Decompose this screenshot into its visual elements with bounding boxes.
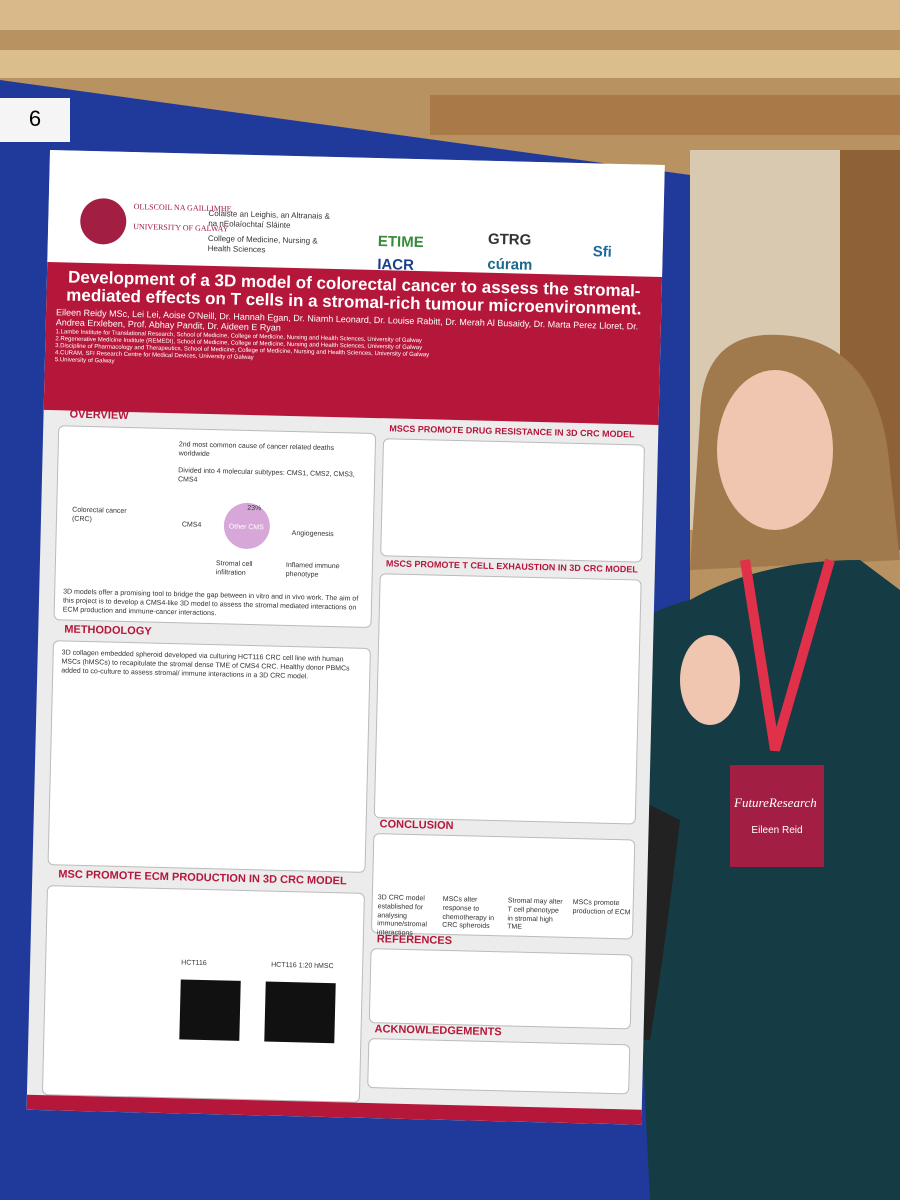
logo: Sfi: [592, 243, 613, 261]
college-irish: Coláiste an Leighis, an Altranais & na n…: [208, 208, 330, 230]
overview-item: 23%: [247, 504, 262, 513]
dress: [580, 560, 900, 1200]
logo: ETIME: [377, 233, 424, 252]
overview-item: Inflamed immune phenotype: [285, 561, 340, 579]
conclusion-item: Stromal may alter T cell phenotype in st…: [507, 897, 563, 932]
section-heading: METHODOLOGY: [64, 623, 152, 638]
crest: [80, 198, 127, 245]
image-label: HCT116: [181, 959, 207, 968]
tcell-section: MSCS PROMOTE T CELL EXHAUSTION IN 3D CRC…: [373, 558, 642, 825]
micrograph: [264, 981, 336, 1044]
acknowledgements: ACKNOWLEDGEMENTS: [367, 1023, 631, 1095]
section-heading: REFERENCES: [376, 933, 453, 948]
wood-shelf: [430, 95, 900, 135]
conclusion-item: MSCs promote production of ECM: [572, 898, 631, 917]
poster: OLLSCOIL NA GAILLIMHE UNIVERSITY OF GALW…: [26, 150, 665, 1125]
badge-name: Eileen Reid: [751, 825, 803, 836]
drug-section: MSCS PROMOTE DRUG RESISTANCE IN 3D CRC M…: [380, 423, 645, 563]
references: REFERENCES: [368, 933, 633, 1030]
title-band: Development of a 3D model of colorectal …: [43, 261, 663, 425]
wood-slat: [0, 50, 900, 78]
methodology: METHODOLOGY 3D collagen embedded spheroi…: [47, 623, 371, 873]
section-heading: MSCS PROMOTE DRUG RESISTANCE IN 3D CRC M…: [389, 423, 635, 440]
face: [717, 370, 833, 530]
hand: [680, 635, 740, 725]
lanyard: [740, 558, 835, 752]
crest-circle: [80, 198, 127, 245]
overview-item: Colorectal cancer (CRC): [71, 506, 127, 523]
pie: [223, 502, 270, 549]
section-heading: OVERVIEW: [69, 408, 129, 422]
section-heading: ACKNOWLEDGEMENTS: [374, 1023, 502, 1039]
micrograph: [179, 979, 241, 1041]
board-number: 6: [28, 106, 42, 131]
badge: [730, 765, 824, 867]
poster-header: OLLSCOIL NA GAILLIMHE UNIVERSITY OF GALW…: [47, 150, 665, 277]
image-label: HCT116 1:20 hMSC: [271, 961, 334, 971]
wood-slat: [0, 0, 900, 30]
cms-pie: [223, 502, 270, 549]
conclusion-item: MSCs alter response to chemotherapy in C…: [442, 895, 495, 931]
badge-event: FutureResearch: [734, 795, 817, 810]
logo: cúram: [487, 255, 533, 274]
logo: GTRG: [487, 230, 532, 249]
overview: OVERVIEW 2nd most common cause of cancer…: [53, 409, 377, 628]
overview-item: Other CMS: [228, 523, 264, 532]
ecm-section: MSC PROMOTE ECM PRODUCTION IN 3D CRC MOD…: [41, 868, 365, 1103]
overview-item: CMS4: [181, 521, 202, 529]
college: College of Medicine, Nursing & Health Sc…: [207, 233, 318, 255]
conclusion: CONCLUSION 3D CRC model established for …: [370, 818, 636, 940]
board-number-card: [0, 98, 70, 142]
methodology-text: 3D collagen embedded spheroid developed …: [61, 649, 350, 680]
section-heading: CONCLUSION: [379, 818, 454, 833]
overview-item: 2nd most common cause of cancer related …: [178, 441, 335, 458]
overview-text: 3D models offer a promising tool to brid…: [62, 588, 359, 617]
overview-item: Angiogenesis: [291, 530, 334, 539]
overview-item: Divided into 4 molecular subtypes: CMS1,…: [177, 467, 355, 484]
overview-item: Stromal cell infiltration: [215, 560, 253, 577]
